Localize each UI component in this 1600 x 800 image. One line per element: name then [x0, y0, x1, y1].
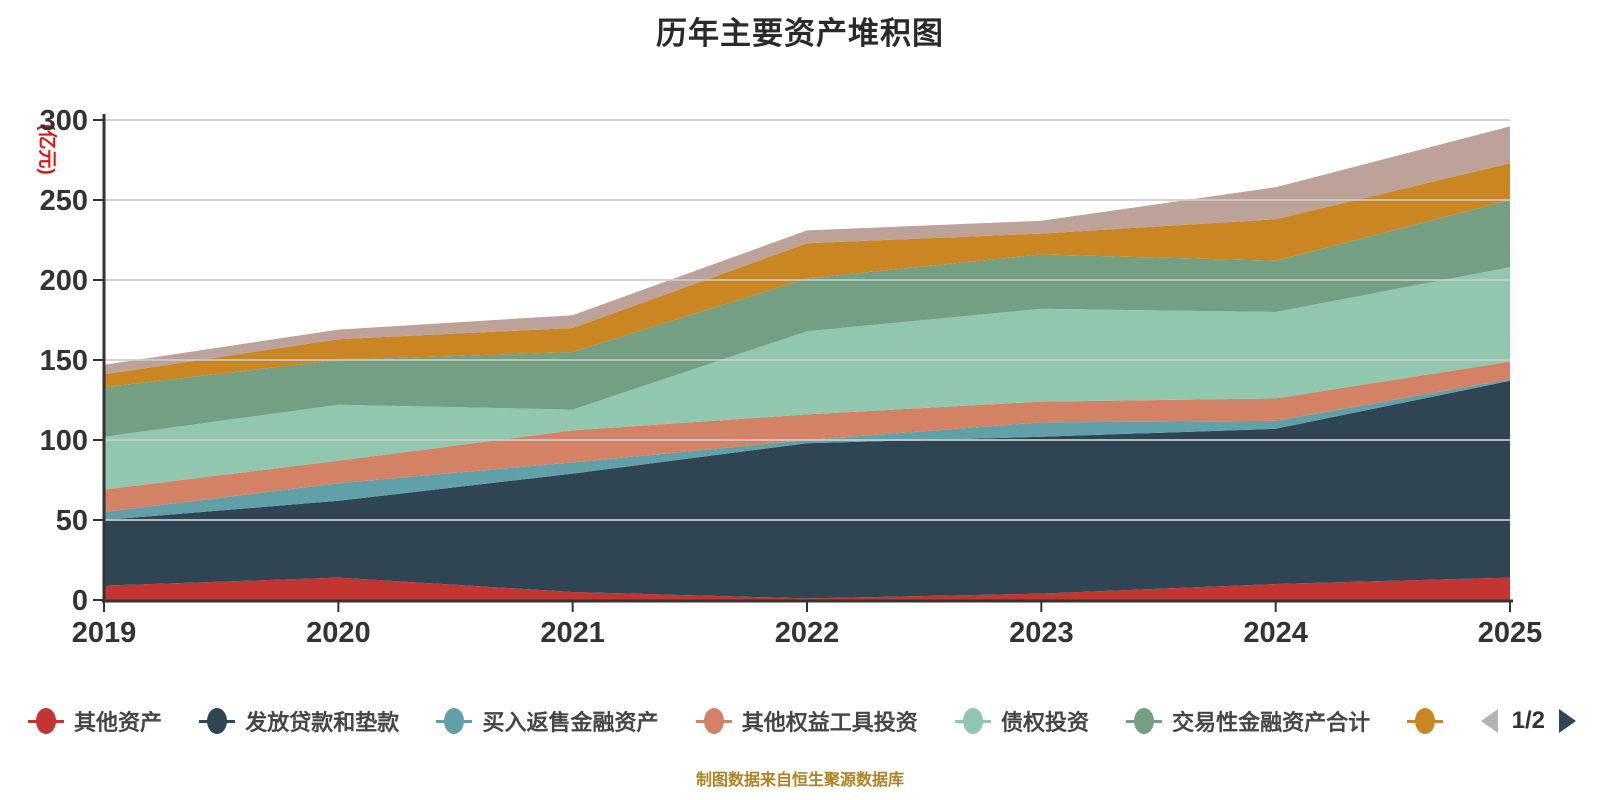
legend-label: 买入返售金融资产 [482, 710, 659, 735]
x-tick-label-2019: 2019 [72, 617, 137, 649]
area-series-3-买入返售金融资产[interactable] [104, 379, 1510, 520]
data-source-footer: 制图数据来自恒生聚源数据库 [695, 772, 904, 789]
area-series-1-其他资产[interactable] [104, 577, 1510, 600]
legend-label: 发放贷款和垫款 [245, 710, 400, 735]
y-tick-label-200: 200 [40, 265, 88, 297]
legend-next-page-icon[interactable] [1559, 709, 1576, 733]
legend-bar: 其他资产 发放贷款和垫款 买入返售金融资产 其他权益工具投资 债权投资 交易性金融资产合计… [28, 700, 1576, 742]
x-tick-label-2020: 2020 [306, 617, 371, 649]
series-marker-icon [436, 707, 473, 735]
y-tick-label-250: 250 [40, 185, 88, 217]
area-series-6-交易性金融资产合计[interactable] [104, 200, 1510, 437]
legend-page-indicator: 1/2 [1511, 707, 1545, 734]
y-tick-label-150: 150 [40, 345, 88, 377]
legend-item-债权投资[interactable]: 债权投资 [954, 705, 1089, 737]
y-tick-label-50: 50 [56, 505, 88, 537]
area-series-8-unlabeled[interactable] [104, 126, 1510, 375]
y-tick-label-0: 0 [72, 585, 88, 617]
area-series-4-其他权益工具投资[interactable] [104, 361, 1510, 512]
legend-label: 其他资产 [74, 710, 163, 735]
series-marker-icon [695, 707, 732, 735]
series-marker-icon [954, 707, 991, 735]
legend-label: 债权投资 [1000, 710, 1089, 735]
stacked-area-chart: 0 50 100 150 200 250 300 2019 2020 2021 2022 2023 20… [40, 105, 1543, 649]
legend-item-其他权益工具投资[interactable]: 其他权益工具投资 [695, 705, 918, 737]
chart-title: 历年主要资产堆积图 [656, 16, 944, 51]
legend-item-买入返售金融资产[interactable]: 买入返售金融资产 [436, 705, 658, 737]
area-series-2-发放贷款和垫款[interactable] [104, 380, 1510, 599]
x-tick-label-2025: 2025 [1478, 617, 1543, 649]
area-series-5-债权投资[interactable] [104, 267, 1510, 490]
legend-item-其他资产[interactable]: 其他资产 [28, 705, 162, 737]
x-tick-label-2024: 2024 [1243, 617, 1308, 649]
series-marker-icon [1407, 707, 1444, 735]
x-tick-label-2022: 2022 [775, 617, 840, 649]
x-tick-label-2021: 2021 [540, 617, 605, 649]
legend-item-交易性金融资产合计[interactable]: 交易性金融资产合计 [1126, 705, 1370, 737]
series-marker-icon [1126, 707, 1163, 735]
x-tick-label-2023: 2023 [1009, 617, 1074, 649]
legend-label: 交易性金融资产合计 [1172, 710, 1371, 735]
legend-prev-page-icon[interactable] [1480, 709, 1498, 733]
legend-item-发放贷款和垫款[interactable]: 发放贷款和垫款 [199, 705, 399, 737]
y-tick-label-300: 300 [40, 105, 88, 137]
legend-pagination: 1/2 [1480, 707, 1576, 735]
legend-item-unlabeled[interactable] [1407, 707, 1444, 735]
legend-label: 其他权益工具投资 [741, 710, 918, 735]
area-series-7-unlabeled[interactable] [104, 163, 1510, 388]
y-tick-label-100: 100 [40, 425, 88, 457]
series-marker-icon [28, 707, 64, 735]
series-marker-icon [199, 707, 236, 735]
